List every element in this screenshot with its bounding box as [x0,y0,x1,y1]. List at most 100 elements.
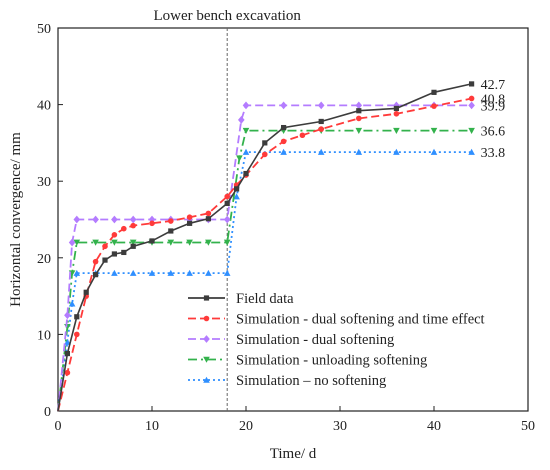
data-point [64,323,71,331]
data-point [102,243,108,250]
series-line [57,151,472,412]
data-point [130,243,136,249]
data-point [64,338,71,345]
data-point [318,126,325,132]
data-point [148,269,156,276]
axes: 0 10 20 30 40 50 0 10 20 30 40 50 Time/ d Horizontal … [8,22,535,462]
legend: Field data Simulation - dual softening an… [188,291,485,389]
data-point [186,214,193,221]
legend-item: Simulation - dual softening and time eff… [188,312,485,328]
data-point [223,215,231,224]
data-point [234,186,240,192]
data-point [238,116,245,124]
data-point [68,238,76,247]
data-point [111,232,118,238]
data-point [74,314,80,320]
data-point [203,376,210,383]
data-point [233,193,240,200]
data-point [242,127,250,134]
data-point [356,108,362,114]
data-point [130,222,136,229]
data-point [431,103,437,109]
data-point [205,216,211,222]
y-tick-label: 10 [37,328,51,343]
data-point [393,127,400,134]
end-value-label: 40.8 [481,92,506,107]
end-value-label: 39.9 [481,99,506,114]
data-point [64,350,70,357]
annotation-text: Lower bench excavation [153,8,301,24]
data-point [186,269,193,276]
data-point [129,269,137,276]
legend-item: Simulation - unloading softening [188,353,427,369]
data-point [203,315,210,322]
data-point [224,200,230,207]
series-1 [57,81,475,412]
data-point [242,148,250,155]
data-point [129,239,137,246]
data-point [468,95,475,102]
data-point [111,239,118,246]
data-point [187,220,193,226]
x-tick-label: 30 [333,419,347,434]
data-point [64,369,71,376]
data-point [205,239,212,246]
data-point [393,105,399,112]
series-2 [57,95,475,412]
data-point [186,239,193,246]
legend-item: Simulation - dual softening [188,332,394,348]
data-point [243,170,249,177]
data-point [299,132,306,139]
x-tick-label: 20 [239,419,253,434]
data-point [74,331,80,338]
data-point [469,81,475,87]
data-point [83,289,89,295]
data-point [68,300,76,307]
data-point [102,257,108,263]
data-point [280,148,287,155]
series-4 [57,127,475,412]
data-point [393,110,400,117]
end-labels: 42.740.839.9 36.6 33.8 [481,78,506,161]
data-point [281,124,287,131]
y-tick-label: 30 [37,175,51,190]
data-point [430,148,438,155]
data-point [73,269,81,276]
data-point [121,225,127,232]
data-point [393,101,400,110]
data-point [92,215,99,224]
data-point [468,148,475,155]
end-value-label: 33.8 [481,146,506,161]
data-point [430,127,438,134]
data-point [129,215,137,224]
data-point [149,238,155,244]
x-tick-label: 0 [55,419,62,434]
data-point [203,295,210,301]
legend-label: Simulation - dual softening [236,332,394,348]
end-value-label: 36.6 [481,125,506,140]
data-point [317,148,325,155]
data-point [168,218,174,224]
data-point [203,335,210,343]
data-point [121,249,127,256]
series-5 [57,148,475,412]
data-point [168,228,174,234]
data-point [280,101,287,110]
end-value-label: 42.7 [481,78,506,93]
data-point [262,140,268,146]
legend-label: Field data [236,291,294,307]
data-point [92,239,99,246]
data-point [205,210,212,217]
data-point [224,193,230,200]
data-point [280,138,287,145]
data-point [167,269,175,276]
data-point [203,356,210,363]
data-point [242,101,250,110]
plot-frame [57,27,529,412]
data-point [167,239,175,246]
data-point [205,269,212,276]
legend-label: Simulation - dual softening and time eff… [236,312,485,328]
data-point [355,101,363,110]
y-tick-label: 40 [37,99,51,114]
